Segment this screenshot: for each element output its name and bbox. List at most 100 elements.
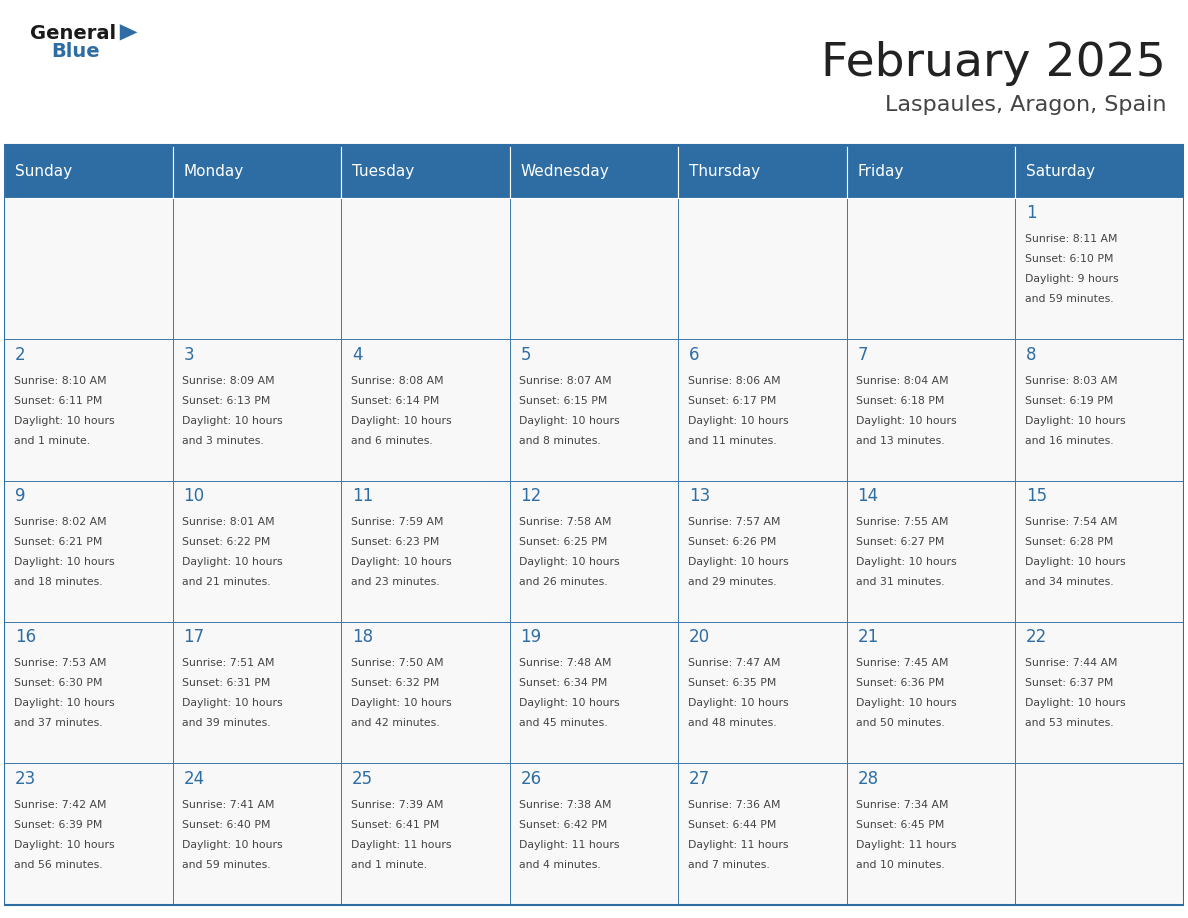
Text: 27: 27 <box>689 769 710 788</box>
Text: Sunrise: 7:45 AM: Sunrise: 7:45 AM <box>857 658 949 668</box>
Text: Tuesday: Tuesday <box>352 164 415 179</box>
Text: Sunrise: 7:47 AM: Sunrise: 7:47 AM <box>688 658 781 668</box>
Text: February 2025: February 2025 <box>821 40 1167 85</box>
Bar <box>1016 340 1183 481</box>
Text: 10: 10 <box>183 487 204 505</box>
Text: Sunset: 6:34 PM: Sunset: 6:34 PM <box>519 678 607 688</box>
Text: Daylight: 10 hours: Daylight: 10 hours <box>182 840 283 850</box>
Bar <box>510 340 678 481</box>
Text: Daylight: 10 hours: Daylight: 10 hours <box>350 416 451 426</box>
Text: 2: 2 <box>14 346 25 364</box>
Bar <box>1016 764 1183 905</box>
Text: Daylight: 10 hours: Daylight: 10 hours <box>519 699 620 709</box>
Bar <box>1016 622 1183 764</box>
Text: Daylight: 10 hours: Daylight: 10 hours <box>350 557 451 567</box>
Text: Sunrise: 7:48 AM: Sunrise: 7:48 AM <box>519 658 612 668</box>
Text: and 53 minutes.: and 53 minutes. <box>1025 719 1113 729</box>
Text: Sunrise: 7:38 AM: Sunrise: 7:38 AM <box>519 800 612 810</box>
Text: Daylight: 10 hours: Daylight: 10 hours <box>13 416 114 426</box>
Bar <box>678 481 847 622</box>
Text: Laspaules, Aragon, Spain: Laspaules, Aragon, Spain <box>885 95 1167 115</box>
Text: and 26 minutes.: and 26 minutes. <box>519 577 608 588</box>
Text: Sunrise: 7:34 AM: Sunrise: 7:34 AM <box>857 800 949 810</box>
Text: Sunset: 6:35 PM: Sunset: 6:35 PM <box>688 678 776 688</box>
Text: Sunset: 6:14 PM: Sunset: 6:14 PM <box>350 396 440 406</box>
Bar <box>5 481 172 622</box>
Text: 20: 20 <box>689 629 710 646</box>
Text: Daylight: 10 hours: Daylight: 10 hours <box>519 557 620 567</box>
Bar <box>847 764 1016 905</box>
Text: Sunrise: 8:03 AM: Sunrise: 8:03 AM <box>1025 375 1118 386</box>
Text: 24: 24 <box>183 769 204 788</box>
Bar <box>1016 481 1183 622</box>
Text: Daylight: 10 hours: Daylight: 10 hours <box>350 699 451 709</box>
Bar <box>341 764 510 905</box>
Text: 13: 13 <box>689 487 710 505</box>
Text: 1: 1 <box>1026 205 1037 222</box>
Text: 5: 5 <box>520 346 531 364</box>
Text: Daylight: 10 hours: Daylight: 10 hours <box>688 699 789 709</box>
Bar <box>172 145 341 198</box>
Text: and 11 minutes.: and 11 minutes. <box>688 436 776 446</box>
Bar <box>341 481 510 622</box>
Text: and 8 minutes.: and 8 minutes. <box>519 436 601 446</box>
Bar <box>510 481 678 622</box>
Text: Daylight: 10 hours: Daylight: 10 hours <box>519 416 620 426</box>
Bar <box>341 198 510 340</box>
Text: and 16 minutes.: and 16 minutes. <box>1025 436 1113 446</box>
Bar <box>847 198 1016 340</box>
Text: Saturday: Saturday <box>1026 164 1095 179</box>
Bar <box>847 145 1016 198</box>
Bar <box>5 340 172 481</box>
Text: 18: 18 <box>352 629 373 646</box>
Text: and 31 minutes.: and 31 minutes. <box>857 577 944 588</box>
Text: 4: 4 <box>352 346 362 364</box>
Text: Sunrise: 7:55 AM: Sunrise: 7:55 AM <box>857 517 949 527</box>
Text: and 10 minutes.: and 10 minutes. <box>857 860 944 869</box>
Text: Sunset: 6:21 PM: Sunset: 6:21 PM <box>13 537 102 547</box>
Text: Sunrise: 7:53 AM: Sunrise: 7:53 AM <box>13 658 106 668</box>
Text: Daylight: 10 hours: Daylight: 10 hours <box>13 699 114 709</box>
Text: 7: 7 <box>858 346 868 364</box>
Text: 22: 22 <box>1026 629 1047 646</box>
Bar <box>172 340 341 481</box>
Polygon shape <box>120 24 138 40</box>
Text: Sunset: 6:23 PM: Sunset: 6:23 PM <box>350 537 440 547</box>
Bar <box>678 145 847 198</box>
Text: and 59 minutes.: and 59 minutes. <box>1025 295 1113 305</box>
Text: Sunrise: 8:08 AM: Sunrise: 8:08 AM <box>350 375 443 386</box>
Text: and 1 minute.: and 1 minute. <box>13 436 90 446</box>
Text: and 56 minutes.: and 56 minutes. <box>13 860 102 869</box>
Text: Sunset: 6:39 PM: Sunset: 6:39 PM <box>13 820 102 830</box>
Text: General: General <box>30 24 116 43</box>
Text: Sunset: 6:44 PM: Sunset: 6:44 PM <box>688 820 776 830</box>
Text: Daylight: 10 hours: Daylight: 10 hours <box>688 557 789 567</box>
Bar <box>678 340 847 481</box>
Bar <box>678 622 847 764</box>
Text: Sunrise: 8:09 AM: Sunrise: 8:09 AM <box>182 375 274 386</box>
Text: Sunrise: 7:57 AM: Sunrise: 7:57 AM <box>688 517 781 527</box>
Text: 17: 17 <box>183 629 204 646</box>
Bar <box>5 764 172 905</box>
Bar <box>5 622 172 764</box>
Text: 23: 23 <box>14 769 36 788</box>
Text: and 45 minutes.: and 45 minutes. <box>519 719 608 729</box>
Text: Daylight: 11 hours: Daylight: 11 hours <box>350 840 451 850</box>
Bar <box>847 481 1016 622</box>
Bar <box>510 198 678 340</box>
Text: and 3 minutes.: and 3 minutes. <box>182 436 264 446</box>
Text: and 39 minutes.: and 39 minutes. <box>182 719 271 729</box>
Text: and 48 minutes.: and 48 minutes. <box>688 719 776 729</box>
Text: Daylight: 10 hours: Daylight: 10 hours <box>857 416 956 426</box>
Text: Daylight: 10 hours: Daylight: 10 hours <box>13 840 114 850</box>
Text: Daylight: 10 hours: Daylight: 10 hours <box>182 557 283 567</box>
Text: Daylight: 10 hours: Daylight: 10 hours <box>13 557 114 567</box>
Text: Sunset: 6:28 PM: Sunset: 6:28 PM <box>1025 537 1113 547</box>
Text: Thursday: Thursday <box>689 164 760 179</box>
Text: 28: 28 <box>858 769 879 788</box>
Bar <box>1016 145 1183 198</box>
Text: and 18 minutes.: and 18 minutes. <box>13 577 102 588</box>
Text: Sunrise: 7:59 AM: Sunrise: 7:59 AM <box>350 517 443 527</box>
Text: Blue: Blue <box>51 42 100 62</box>
Text: Sunrise: 8:07 AM: Sunrise: 8:07 AM <box>519 375 612 386</box>
